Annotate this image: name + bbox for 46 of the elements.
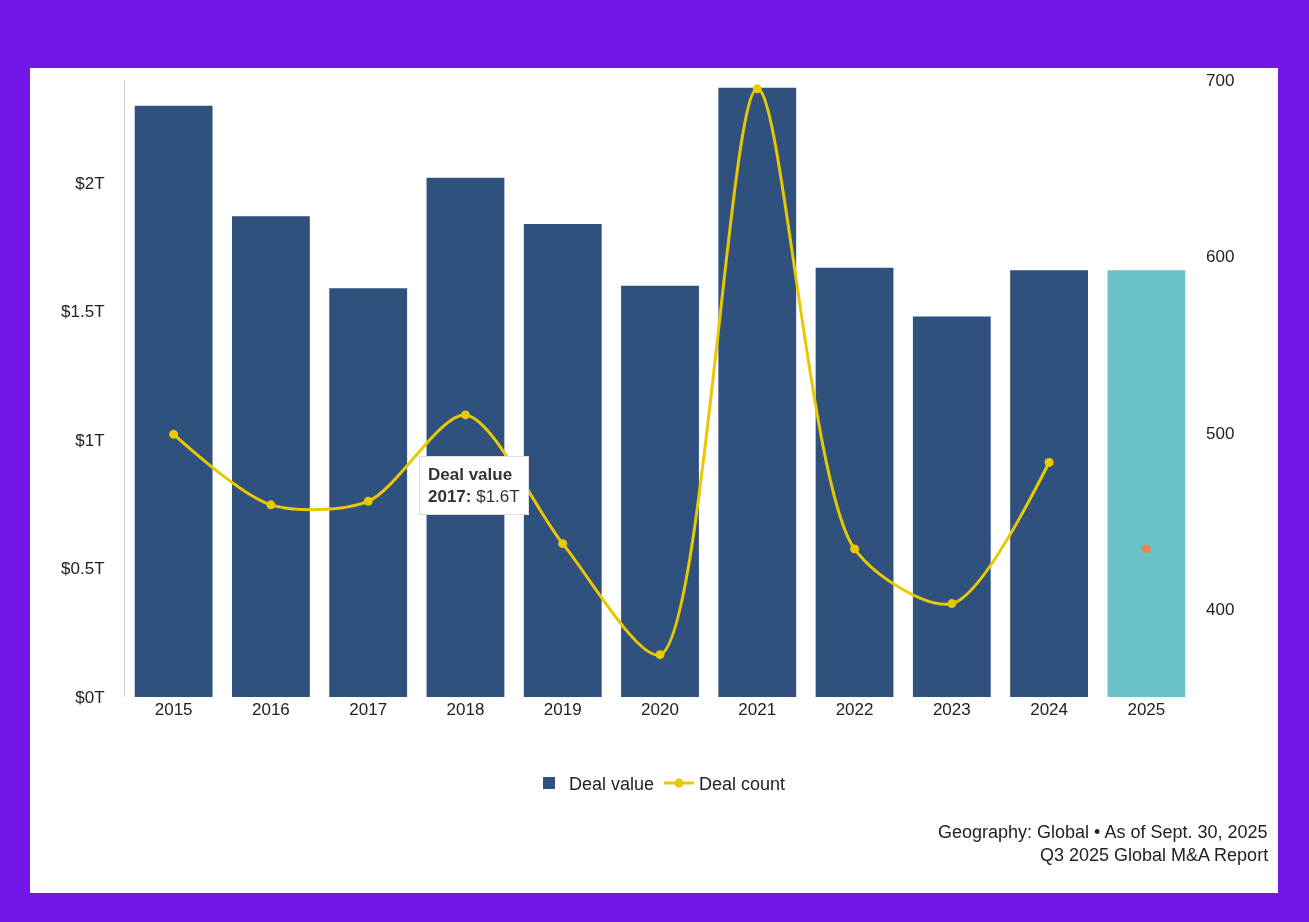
- point: [558, 539, 568, 549]
- x-tick-label: 2025: [1127, 700, 1166, 719]
- bar: [718, 87, 797, 697]
- x-tick-label: 2020: [641, 700, 679, 719]
- bar: [232, 216, 310, 697]
- y-tick-label: $1T: [75, 430, 105, 450]
- x-tick-label: 2022: [835, 700, 874, 719]
- bar: [1107, 270, 1186, 697]
- point: [655, 650, 665, 660]
- y-tick-label: $1.5T: [61, 302, 105, 322]
- point: [169, 429, 179, 439]
- x-tick-label: 2023: [932, 700, 971, 719]
- bar: [815, 267, 894, 697]
- point: [1141, 544, 1151, 554]
- x-tick-label: 2018: [446, 700, 485, 719]
- x-tick-label: 2015: [154, 700, 193, 719]
- point: [460, 410, 470, 420]
- point: [266, 500, 276, 510]
- y-tick-label: $2T: [75, 173, 105, 193]
- text: Q3 2025 Global M&A Report: [1040, 845, 1269, 865]
- point: [752, 84, 762, 94]
- bar: [134, 105, 213, 697]
- y2-tick-label: 400: [1206, 599, 1235, 619]
- x-tick-label: 2021: [738, 700, 777, 719]
- legend-label: Deal value: [569, 774, 655, 795]
- y-tick-label: $0.5T: [61, 559, 105, 579]
- point: [947, 599, 957, 609]
- bar: [1010, 270, 1088, 697]
- bar: [329, 288, 408, 697]
- point: [850, 544, 860, 554]
- y2-tick-label: 600: [1206, 247, 1235, 267]
- legend-label: Deal count: [699, 774, 786, 795]
- bar: [621, 285, 699, 697]
- bar: [523, 223, 602, 697]
- x-tick-label: 2024: [1030, 700, 1068, 719]
- text: Geography: Global • As of Sept. 30, 2025: [938, 822, 1268, 842]
- point: [1044, 458, 1054, 468]
- y2-tick-label: 500: [1206, 423, 1235, 443]
- x-tick-label: 2019: [543, 700, 582, 719]
- x-tick-label: 2017: [349, 700, 388, 719]
- y2-tick-label: 700: [1206, 70, 1235, 90]
- x-tick-label: 2016: [252, 700, 290, 719]
- y-tick-label: $0T: [75, 687, 105, 707]
- bar: [912, 316, 991, 697]
- annotation: Deal value 2017: $1.6T: [428, 465, 520, 507]
- point: [363, 496, 373, 506]
